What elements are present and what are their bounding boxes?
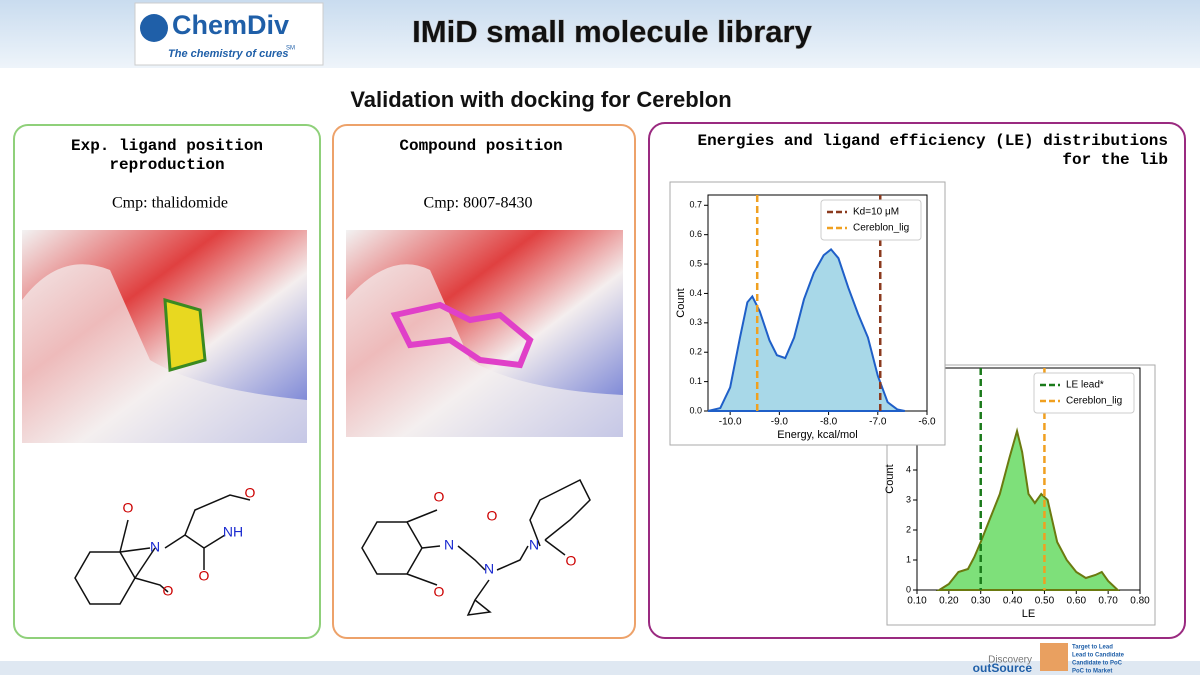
x-tick-label: -10.0 xyxy=(719,417,742,428)
atom-label: O xyxy=(434,489,445,505)
x-tick-label: -8.0 xyxy=(820,417,838,428)
y-tick-label: 0.7 xyxy=(689,200,702,210)
y-axis-label: Count xyxy=(675,288,687,317)
x-axis-label: Energy, kcal/mol xyxy=(777,429,858,441)
legend-label: Cereblon_lig xyxy=(1066,396,1122,407)
logo-name: ChemDiv xyxy=(172,10,289,40)
y-tick-label: 0.5 xyxy=(689,258,702,268)
x-tick-label: -9.0 xyxy=(771,417,789,428)
surface xyxy=(22,264,307,443)
x-tick-label: 0.40 xyxy=(1003,596,1023,607)
footer-step: Target to Lead xyxy=(1072,645,1113,651)
ligand xyxy=(390,301,534,369)
x-tick-label: 0.30 xyxy=(971,596,991,607)
y-tick-label: 1 xyxy=(906,554,911,564)
atom-label: NH xyxy=(223,524,243,540)
atom-label: O xyxy=(123,500,134,516)
footer-brand: outSource xyxy=(973,661,1033,675)
atom-label: N xyxy=(484,561,494,577)
atom-label: N xyxy=(444,537,454,553)
atom-label: O xyxy=(434,584,445,600)
footer-icon xyxy=(1040,643,1068,671)
atom-label: N xyxy=(150,539,160,555)
y-tick-label: 0.2 xyxy=(689,347,702,357)
footer-step: Lead to Candidate xyxy=(1072,653,1125,659)
slide-subtitle: Validation with docking for Cereblon xyxy=(350,87,731,112)
y-tick-label: 0.1 xyxy=(689,376,702,386)
atom-label: O xyxy=(487,508,498,524)
x-tick-label: -6.0 xyxy=(918,417,936,428)
legend-label: Kd=10 μM xyxy=(853,207,899,218)
caption: Cmp: 8007-8430 xyxy=(424,195,533,212)
panel-title: Exp. ligand position reproduction xyxy=(71,137,263,174)
legend-label: LE lead* xyxy=(1066,380,1104,391)
x-tick-label: -7.0 xyxy=(869,417,887,428)
caption: Cmp: thalidomide xyxy=(112,195,228,212)
atom-label: N xyxy=(529,537,539,553)
footer-band xyxy=(0,661,1200,675)
footer-step: Candidate to PoC xyxy=(1072,661,1123,667)
logo-icon xyxy=(140,14,168,42)
x-tick-label: 0.20 xyxy=(939,596,959,607)
ligand xyxy=(163,297,207,372)
logo-mark: SM xyxy=(286,46,295,52)
y-tick-label: 0.4 xyxy=(689,288,702,298)
atom-label: O xyxy=(245,485,256,501)
title-line: Energies and ligand efficiency (LE) dist… xyxy=(698,132,1168,150)
x-tick-label: 0.60 xyxy=(1067,596,1087,607)
density-curve xyxy=(935,427,1121,591)
structure xyxy=(74,478,591,616)
legend xyxy=(820,199,922,241)
slide-title: IMiD small molecule library xyxy=(412,14,812,49)
density-curve xyxy=(707,247,906,412)
y-tick-label: 4 xyxy=(906,464,911,474)
title-line: reproduction xyxy=(109,156,224,174)
title-line: Exp. ligand position xyxy=(71,137,263,155)
y-tick-label: 0.6 xyxy=(689,229,702,239)
logo-tagline: The chemistry of cures xyxy=(168,48,288,60)
x-tick-label: 0.10 xyxy=(907,596,927,607)
x-tick-label: 0.80 xyxy=(1130,596,1150,607)
footer-step: PoC to Market xyxy=(1072,669,1112,675)
y-tick-label: 0.0 xyxy=(689,405,702,415)
x-axis-label: LE xyxy=(1022,608,1035,620)
legend-label: Cereblon_lig xyxy=(853,223,909,234)
x-tick-label: 0.70 xyxy=(1098,596,1118,607)
panel-title: Energies and ligand efficiency (LE) dist… xyxy=(698,132,1168,169)
y-tick-label: 2 xyxy=(906,524,911,534)
title-line: for the lib xyxy=(1062,151,1168,169)
legend xyxy=(1033,372,1135,414)
panel-title: Compound position xyxy=(399,137,562,155)
atom-label: O xyxy=(163,583,174,599)
footer-brand: Discovery xyxy=(988,655,1032,666)
y-axis-label: Count xyxy=(884,464,896,493)
atom-label: O xyxy=(199,568,210,584)
y-tick-label: 0 xyxy=(906,584,911,594)
y-tick-label: 3 xyxy=(906,494,911,504)
x-tick-label: 0.50 xyxy=(1035,596,1055,607)
y-tick-label: 0.3 xyxy=(689,317,702,327)
atom-label: O xyxy=(566,553,577,569)
